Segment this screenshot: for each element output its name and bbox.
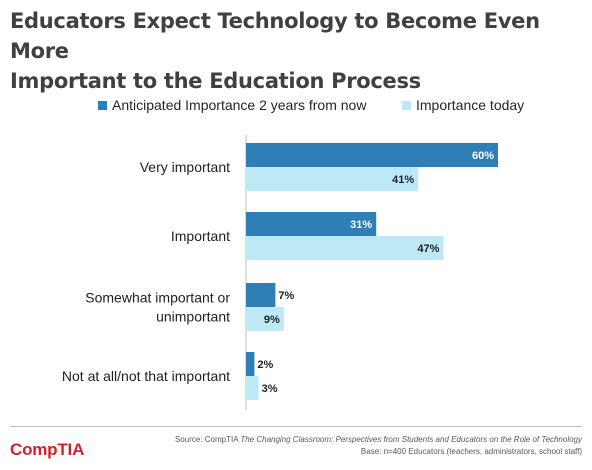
bar-future-3 [246, 352, 255, 376]
data-label-future-1: 31% [350, 219, 372, 231]
chart-title-line-1: Educators Expect Technology to Become Ev… [10, 9, 540, 63]
chart-legend: Anticipated Importance 2 years from now … [0, 97, 592, 115]
bar-today-2 [246, 307, 284, 331]
bar-future-0 [246, 143, 498, 167]
data-label-future-0: 60% [472, 150, 494, 162]
bar-chart: 60% 41% Very important 31% 47% Important 7% 9% S… [62, 135, 498, 410]
source-prefix: Source: CompTIA [174, 435, 241, 444]
chart-title-line-2: Important to the Education Process [10, 69, 421, 93]
category-label-3-0: Not at all/not that important [62, 368, 230, 384]
bar-today-3 [246, 376, 259, 400]
bar-today-1 [246, 236, 444, 260]
comptia-logo: CompTIA [10, 440, 85, 459]
category-label-0-0: Very important [140, 159, 230, 175]
data-label-today-3: 3% [262, 383, 278, 395]
legend-label-future: Anticipated Importance 2 years from now [112, 97, 367, 113]
legend-label-today: Importance today [416, 97, 525, 113]
legend-swatch-future [98, 100, 107, 110]
legend-item-future: Anticipated Importance 2 years from now [98, 97, 366, 113]
source-note: Source: CompTIA The Changing Classroom: … [175, 434, 582, 458]
base-line: Base: n=400 Educators (teachers, adminis… [360, 447, 582, 456]
source-line: Source: CompTIA The Changing Classroom: … [175, 434, 582, 446]
bar-future-1 [246, 212, 377, 236]
data-label-future-2: 7% [278, 290, 294, 302]
legend-swatch-today [402, 100, 411, 110]
chart-title: Educators Expect Technology to Become Ev… [10, 6, 570, 96]
data-label-today-0: 41% [392, 174, 414, 186]
bar-today-0 [246, 167, 419, 191]
category-label-2-0: Somewhat important or [85, 290, 230, 306]
category-label-1-0: Important [171, 228, 230, 244]
category-label-2-1: unimportant [156, 309, 230, 325]
legend-item-today: Importance today [402, 97, 524, 113]
source-title: The Changing Classroom: Perspectives fro… [240, 435, 582, 444]
data-label-future-3: 2% [257, 359, 273, 371]
bar-future-2 [246, 283, 276, 307]
footer-divider [10, 426, 582, 427]
data-label-today-1: 47% [417, 243, 439, 255]
data-label-today-2: 9% [264, 314, 280, 326]
